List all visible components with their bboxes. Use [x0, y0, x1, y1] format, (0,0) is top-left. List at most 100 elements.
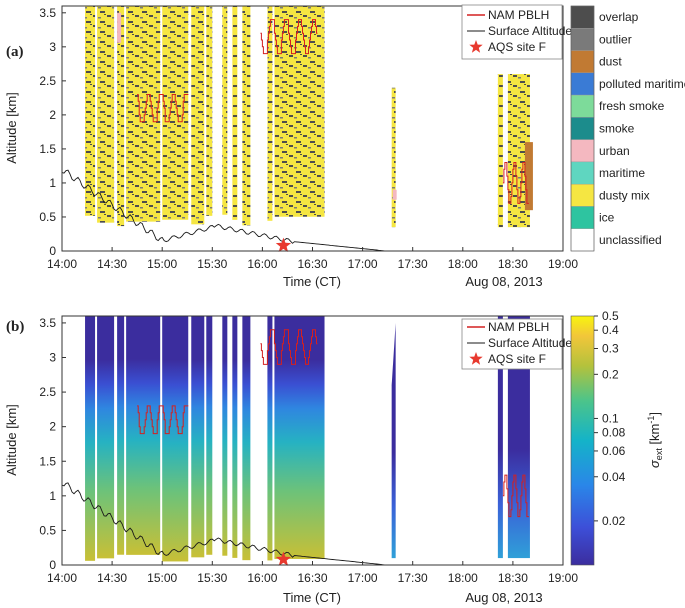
curtain-segment — [85, 6, 96, 216]
curtain-segment — [162, 6, 189, 220]
category-swatch-unclassified — [570, 228, 595, 252]
urban-patch — [117, 12, 122, 43]
category-label-smoke: smoke — [599, 122, 635, 136]
curtain-segment — [497, 316, 503, 559]
x-tick-label: 19:00 — [548, 571, 578, 585]
category-swatch-smoke — [570, 117, 595, 140]
curtain-segment — [507, 74, 530, 228]
category-swatch-urban — [570, 139, 595, 163]
y-tick-label: 3.5 — [39, 6, 56, 20]
x-tick-label: 14:30 — [97, 571, 127, 585]
category-swatch-ice — [570, 206, 595, 229]
category-swatch-dust — [570, 50, 595, 74]
category-label-unclassified: unclassified — [599, 233, 662, 247]
panel-b-ylabel: Altitude [km] — [4, 404, 19, 476]
curtain-segment — [242, 316, 251, 561]
panel-b-curtain — [85, 316, 530, 562]
y-tick-label: 0 — [49, 558, 56, 572]
y-tick-label: 1.5 — [39, 142, 56, 156]
y-tick-label: 1 — [49, 489, 56, 503]
panel-a-legend: NAM PBLH Surface Altitude AQS site F — [461, 4, 572, 60]
pblh-segment — [137, 405, 189, 435]
category-label-maritime: maritime — [599, 166, 645, 180]
panel-b-aqs-star — [275, 551, 292, 566]
aqs-site-star — [275, 237, 292, 252]
panel-a: (a) 14:00 14:30 15:00 15:30 16:00 16:30 17:00 1… — [4, 4, 685, 289]
category-swatch-fresh-smoke — [570, 94, 595, 118]
curtain-segment — [497, 74, 503, 228]
curtain-segment — [126, 316, 161, 555]
panel-b-label: (b) — [6, 319, 24, 335]
y-tick-label: 2.5 — [39, 385, 56, 399]
curtain-segment — [242, 6, 251, 226]
curtain-segment — [222, 316, 228, 556]
category-swatch-overlap — [570, 5, 595, 29]
curtain-segment — [206, 6, 213, 216]
curtain-segment — [117, 316, 125, 555]
urban-patch — [392, 189, 397, 200]
y-tick-label: 3 — [49, 40, 56, 54]
panel-b-legend: NAM PBLH Surface Altitude AQS site F — [461, 318, 572, 370]
panel-a-plot-area — [62, 6, 533, 251]
x-tick-label: 17:30 — [398, 257, 428, 271]
y-tick-label: 0.5 — [39, 210, 56, 224]
panel-b-date: Aug 08, 2013 — [465, 590, 542, 605]
category-swatch-dusty-mix — [570, 183, 595, 207]
x-tick-label: 19:00 — [548, 257, 578, 271]
curtain-segment — [267, 316, 273, 561]
category-label-dust: dust — [599, 55, 622, 69]
x-tick-label: 16:00 — [247, 571, 277, 585]
y-tick-label: 1.5 — [39, 454, 56, 468]
colorbar-tick-label: 0.02 — [602, 514, 626, 528]
panel-b-pblh-line — [137, 329, 529, 518]
curtain-segment — [507, 316, 530, 559]
curtain-segment — [267, 6, 273, 221]
y-tick-label: 0 — [49, 244, 56, 258]
curtain-segment — [117, 6, 125, 227]
legend-star-icon — [469, 352, 483, 365]
pblh-segment — [137, 94, 189, 123]
category-label-polluted-maritime: polluted maritime — [599, 77, 685, 91]
x-tick-label: 14:00 — [47, 571, 77, 585]
category-swatch-outlier — [570, 28, 595, 51]
legend-pblh-label: NAM PBLH — [488, 8, 549, 22]
panel-a-curtain — [85, 6, 533, 228]
curtain-segment — [191, 316, 205, 558]
y-tick-label: 2 — [49, 108, 56, 122]
curtain-segment — [274, 6, 325, 217]
curtain-segment — [391, 322, 396, 559]
x-tick-label: 17:30 — [398, 571, 428, 585]
legend-aqs-label: AQS site F — [488, 352, 546, 366]
x-tick-label: 17:00 — [348, 257, 378, 271]
panel-b-surface-line — [62, 482, 393, 565]
colorbar-tick-label: 0.3 — [602, 342, 619, 356]
curtain-segment — [85, 316, 96, 561]
panel-a-y-ticks: 0 0.5 1 1.5 2 2.5 3 3.5 — [39, 6, 66, 258]
colorbar-tick-label: 0.5 — [602, 309, 619, 323]
y-tick-label: 0.5 — [39, 523, 56, 537]
x-tick-label: 18:30 — [498, 257, 528, 271]
legend-surface-label: Surface Altitude — [488, 336, 572, 350]
x-tick-label: 16:00 — [247, 257, 277, 271]
colorbar-ticks: 0.50.4 0.3 0.2 0.10.08 0.06 0.04 0.02 — [594, 309, 626, 528]
y-tick-label: 3 — [49, 351, 56, 365]
y-tick-label: 2 — [49, 420, 56, 434]
x-tick-label: 15:00 — [147, 571, 177, 585]
dust-patch — [524, 142, 533, 211]
curtain-segment — [232, 6, 238, 220]
colorbar-tick-label: 0.06 — [602, 444, 626, 458]
x-tick-label: 14:00 — [47, 257, 77, 271]
colorbar-gradient — [570, 315, 595, 566]
x-tick-label: 14:30 — [97, 257, 127, 271]
curtain-segment — [222, 6, 228, 215]
surface-altitude-line — [62, 482, 393, 565]
curtain-segment — [232, 316, 238, 558]
legend-surface-label: Surface Altitude — [488, 24, 572, 38]
aqs-site-star — [275, 551, 292, 566]
panel-a-aqs-star — [275, 237, 292, 252]
y-tick-label: 2.5 — [39, 74, 56, 88]
curtain-segment — [97, 6, 115, 223]
surface-altitude-line — [62, 169, 393, 251]
legend-pblh-label: NAM PBLH — [488, 320, 549, 334]
